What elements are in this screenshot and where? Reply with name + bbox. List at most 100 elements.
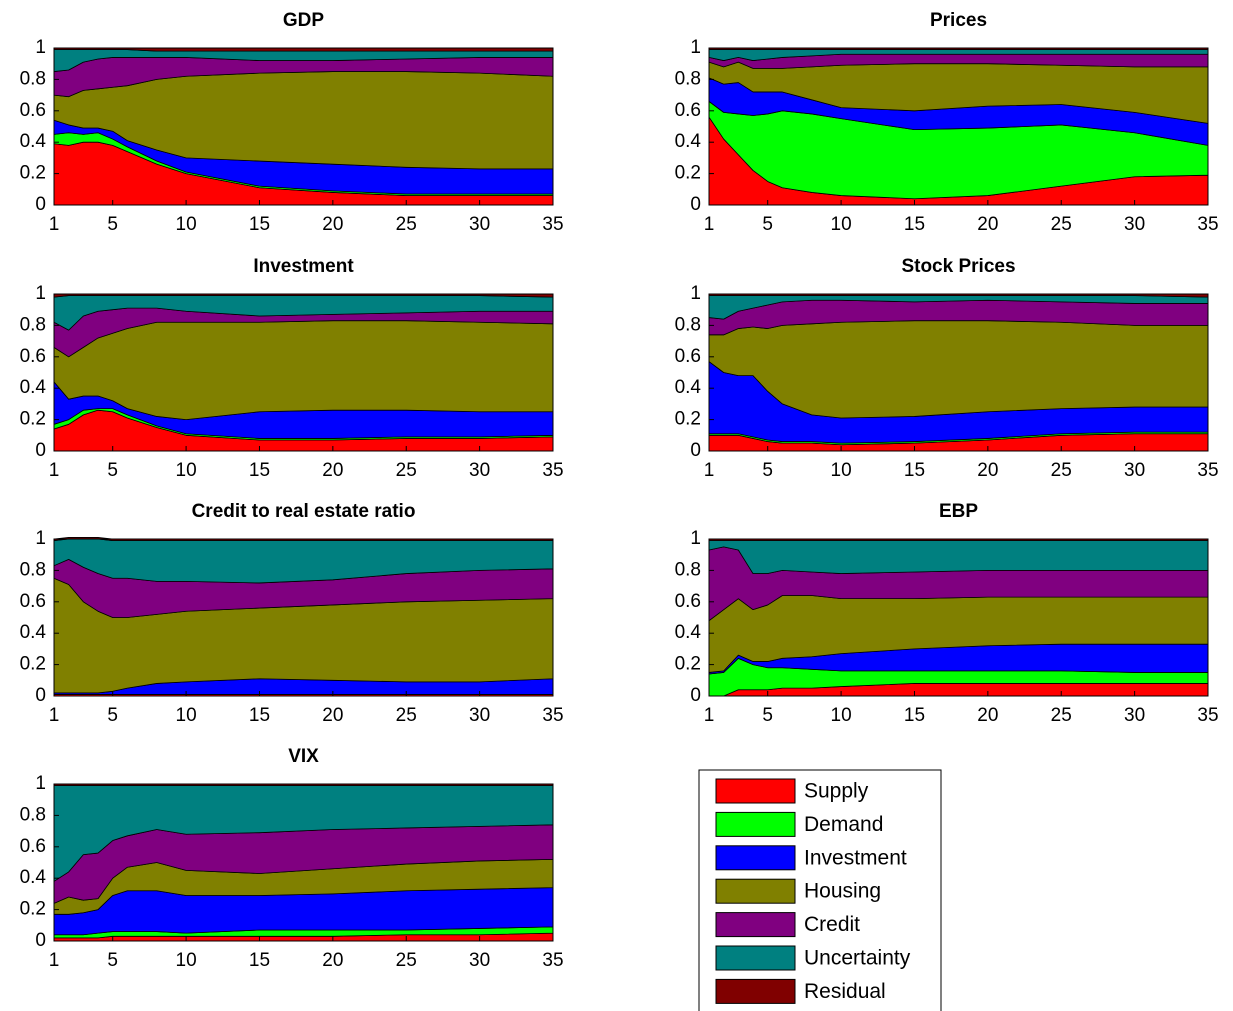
y-tick-label: 1 — [35, 283, 46, 304]
legend-label: Housing — [804, 880, 881, 903]
x-tick-label: 10 — [831, 460, 852, 481]
y-tick-label: 0.4 — [20, 377, 47, 398]
x-tick-label: 35 — [1197, 460, 1218, 481]
y-tick-label: 0.6 — [20, 836, 46, 857]
legend-label: Investment — [804, 846, 907, 869]
y-tick-label: 0.8 — [20, 314, 46, 335]
x-tick-label: 35 — [1197, 214, 1218, 235]
x-tick-label: 1 — [704, 705, 715, 726]
legend-swatch — [715, 912, 796, 938]
x-tick-label: 20 — [322, 214, 343, 235]
y-tick-label: 1 — [35, 773, 46, 794]
x-tick-label: 15 — [249, 214, 270, 235]
x-tick-label: 25 — [396, 705, 417, 726]
y-tick-label: 0.6 — [675, 100, 701, 121]
y-tick-label: 1 — [690, 37, 701, 58]
y-tick-label: 0.4 — [675, 131, 702, 152]
x-tick-label: 30 — [1124, 705, 1145, 726]
x-tick-label: 30 — [1124, 460, 1145, 481]
y-tick-label: 0.6 — [20, 346, 46, 367]
y-tick-label: 0.2 — [20, 409, 46, 430]
axes-box — [53, 783, 554, 942]
legend-label: Residual — [804, 980, 886, 1003]
y-tick-label: 0.2 — [675, 409, 701, 430]
x-tick-label: 5 — [762, 705, 773, 726]
axes-box — [708, 293, 1209, 452]
x-tick-label: 10 — [831, 705, 852, 726]
y-tick-label: 0 — [35, 194, 46, 215]
x-tick-label: 30 — [469, 950, 490, 971]
y-tick-label: 0.8 — [20, 68, 46, 89]
x-tick-label: 25 — [1051, 705, 1072, 726]
y-tick-label: 1 — [690, 283, 701, 304]
y-tick-label: 0.4 — [675, 622, 702, 643]
x-tick-label: 15 — [904, 705, 925, 726]
x-tick-label: 35 — [542, 705, 563, 726]
x-tick-label: 25 — [396, 460, 417, 481]
y-tick-label: 0.2 — [675, 654, 701, 675]
legend-swatch — [715, 778, 796, 804]
y-tick-label: 0.6 — [675, 591, 701, 612]
y-tick-label: 0.4 — [20, 867, 47, 888]
y-tick-label: 0 — [690, 685, 701, 706]
y-tick-label: 0.4 — [675, 377, 702, 398]
y-tick-label: 0.4 — [20, 622, 47, 643]
x-tick-label: 25 — [1051, 214, 1072, 235]
x-tick-label: 1 — [704, 460, 715, 481]
legend-label: Demand — [804, 813, 883, 836]
y-tick-label: 1 — [35, 37, 46, 58]
legend-swatch — [715, 945, 796, 971]
x-tick-label: 30 — [469, 705, 490, 726]
axes-box — [708, 47, 1209, 206]
x-tick-label: 1 — [49, 214, 60, 235]
x-tick-label: 25 — [396, 950, 417, 971]
axes-box — [53, 47, 554, 206]
x-tick-label: 10 — [831, 214, 852, 235]
chart-title: Investment — [253, 256, 354, 277]
y-tick-label: 0.8 — [20, 559, 46, 580]
x-tick-label: 35 — [542, 460, 563, 481]
y-tick-label: 1 — [690, 528, 701, 549]
x-tick-label: 25 — [1051, 460, 1072, 481]
x-tick-label: 5 — [107, 460, 118, 481]
x-tick-label: 15 — [904, 460, 925, 481]
y-tick-label: 0 — [35, 440, 46, 461]
y-tick-label: 0.8 — [675, 559, 701, 580]
axes-box — [53, 293, 554, 452]
legend-label: Supply — [804, 780, 869, 803]
x-tick-label: 15 — [249, 460, 270, 481]
x-tick-label: 20 — [322, 460, 343, 481]
x-tick-label: 20 — [977, 214, 998, 235]
y-tick-label: 0.2 — [20, 899, 46, 920]
x-tick-label: 15 — [249, 950, 270, 971]
x-tick-label: 30 — [469, 460, 490, 481]
y-tick-label: 0 — [690, 440, 701, 461]
x-tick-label: 20 — [322, 705, 343, 726]
x-tick-label: 30 — [1124, 214, 1145, 235]
chart-title: Credit to real estate ratio — [192, 501, 416, 522]
legend-swatch — [715, 878, 796, 904]
legend-label: Uncertainty — [804, 947, 911, 970]
x-tick-label: 1 — [49, 460, 60, 481]
area — [53, 320, 554, 420]
y-tick-label: 0 — [35, 930, 46, 951]
x-tick-label: 5 — [107, 705, 118, 726]
legend-swatch — [715, 845, 796, 871]
y-tick-label: 0.6 — [675, 346, 701, 367]
legend-label: Credit — [804, 913, 860, 936]
y-tick-label: 0.2 — [675, 163, 701, 184]
axes-box — [53, 538, 554, 697]
y-tick-label: 0.8 — [20, 804, 46, 825]
x-tick-label: 5 — [762, 214, 773, 235]
y-tick-label: 0.8 — [675, 314, 701, 335]
x-tick-label: 10 — [176, 214, 197, 235]
x-tick-label: 5 — [107, 214, 118, 235]
legend-swatch — [715, 978, 796, 1004]
x-tick-label: 10 — [176, 460, 197, 481]
axes-box — [708, 538, 1209, 697]
x-tick-label: 15 — [904, 214, 925, 235]
y-tick-label: 0.2 — [20, 163, 46, 184]
x-tick-label: 20 — [977, 705, 998, 726]
x-tick-label: 15 — [249, 705, 270, 726]
